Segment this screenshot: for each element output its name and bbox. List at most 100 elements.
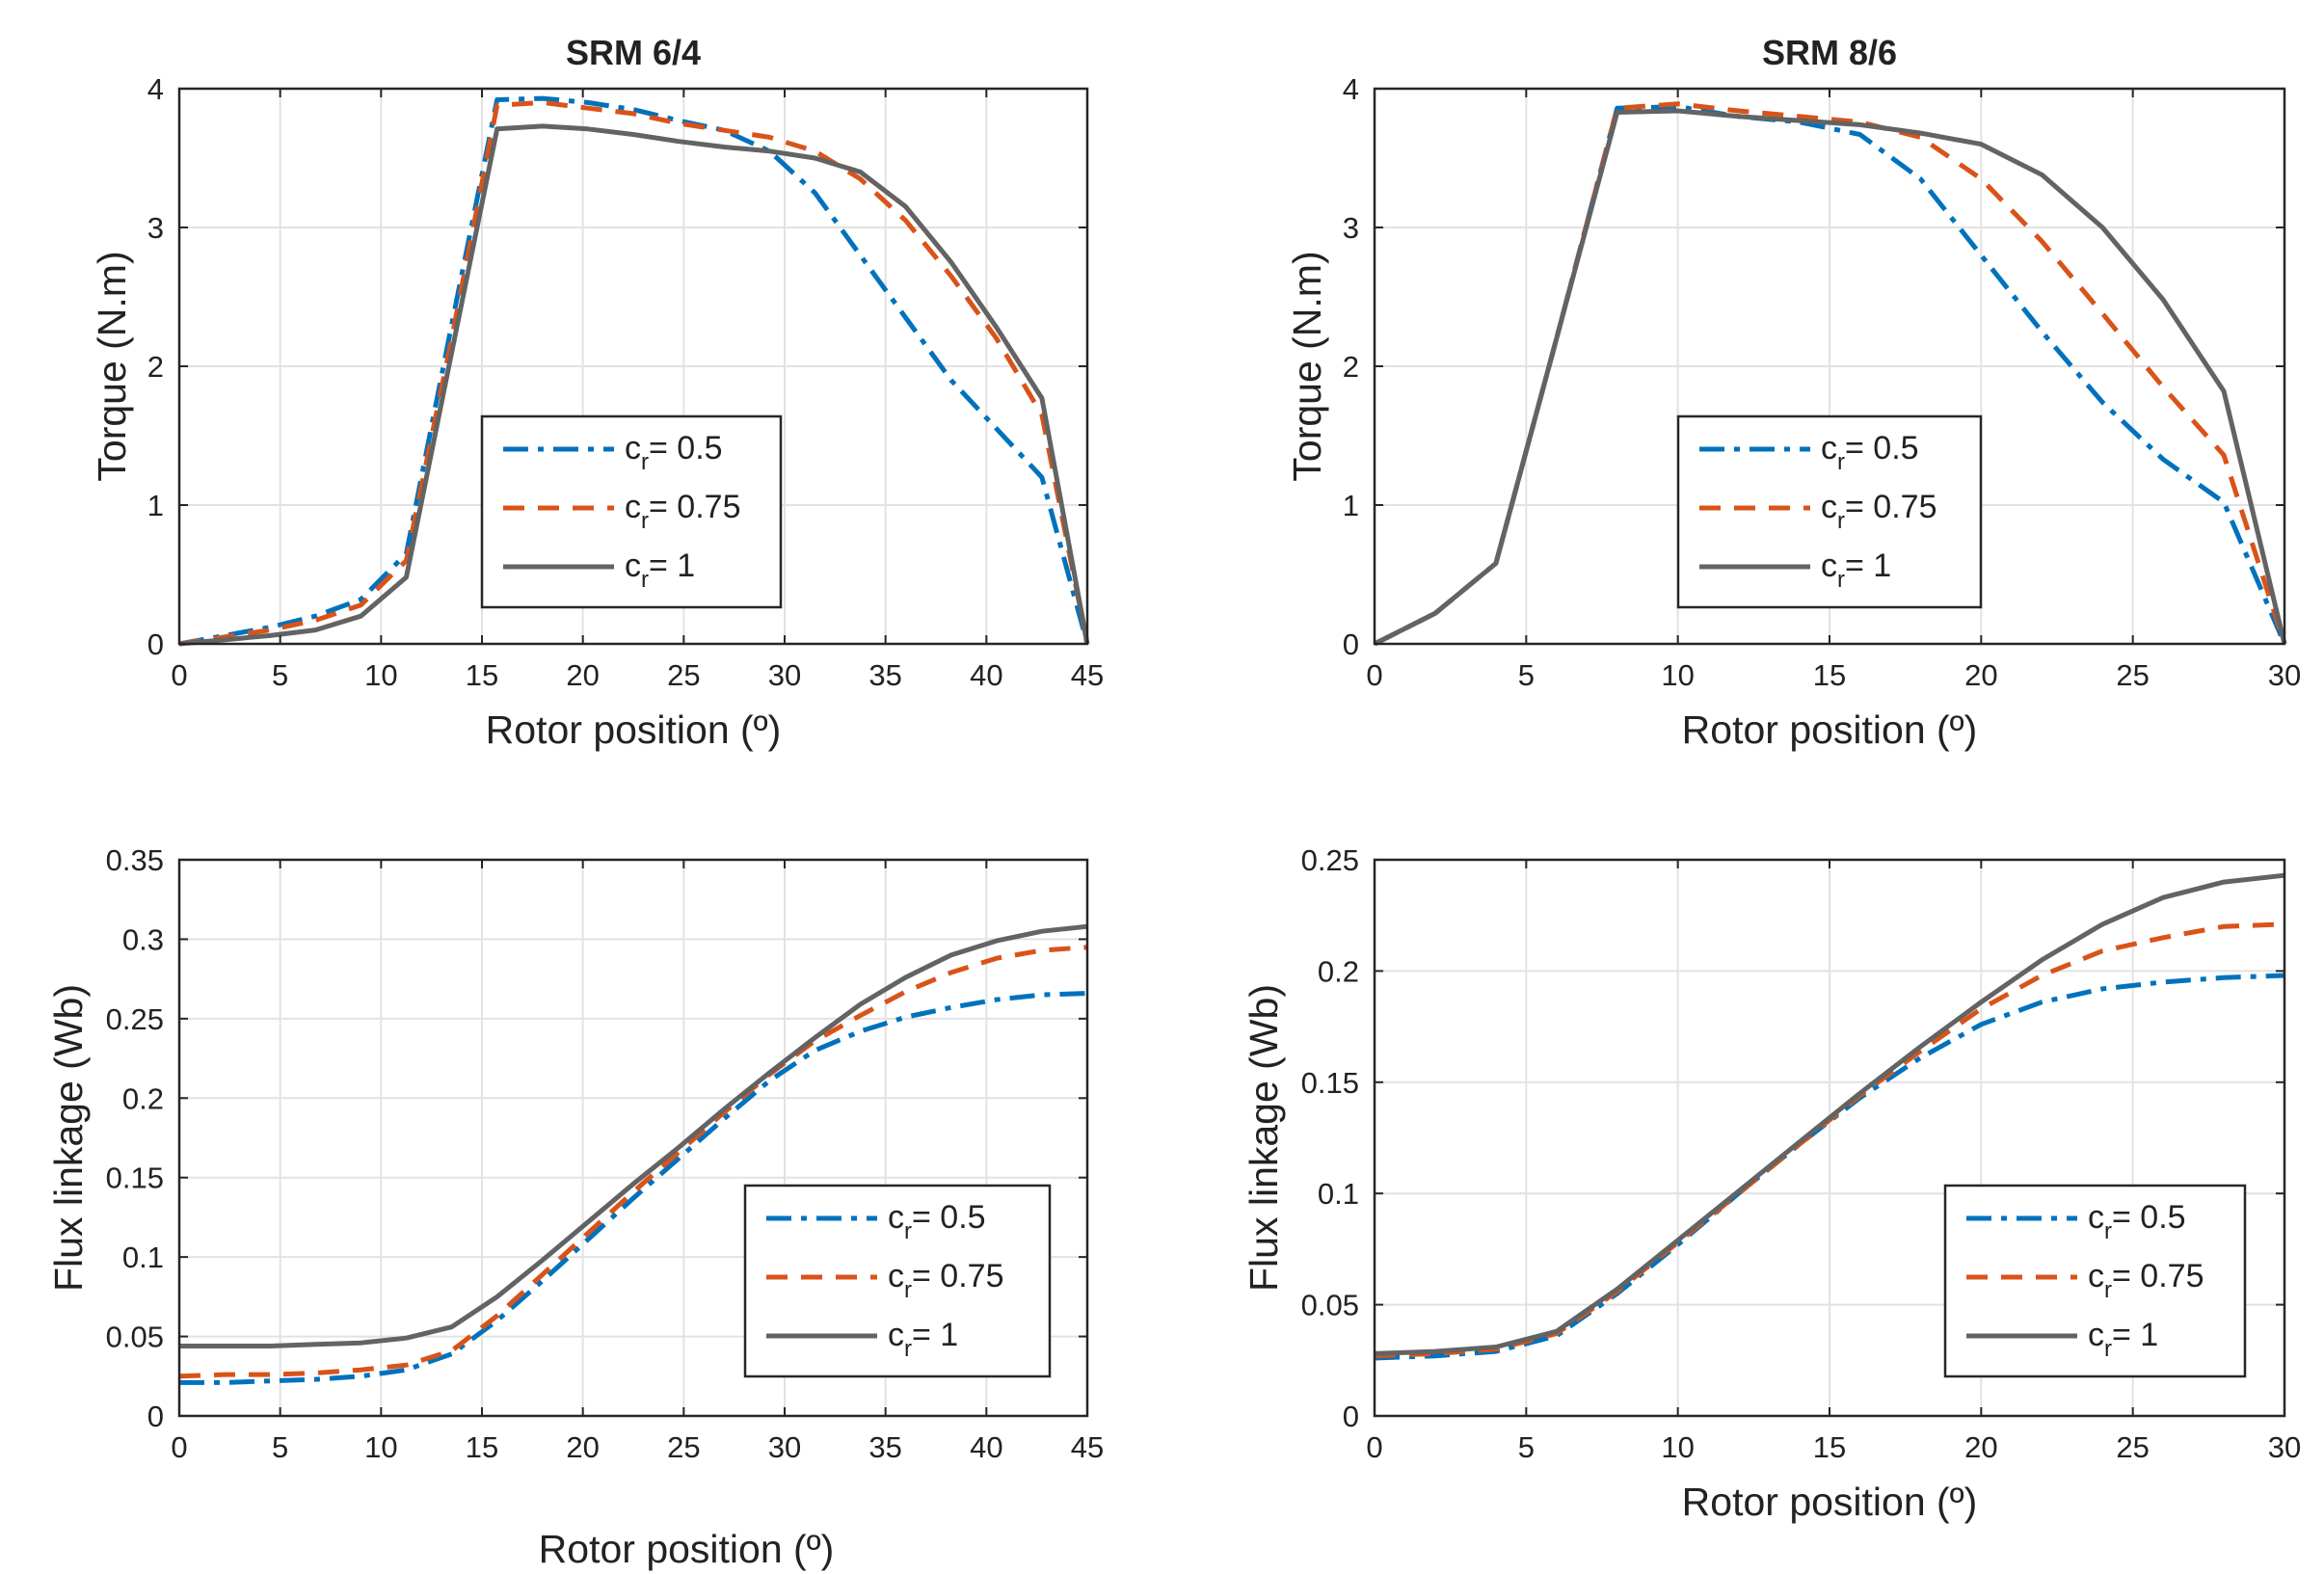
x-tick-label: 0 bbox=[1366, 658, 1382, 692]
y-tick-label: 3 bbox=[147, 211, 164, 245]
flux-chart-srm-8-6: 0 5 10 15 20 25 30 0 0.05 0.1 0.15 0.2 0.25 Rotor pos… bbox=[1242, 843, 2301, 1524]
y-tick-label: 2 bbox=[1343, 350, 1359, 384]
series-line-cr1 bbox=[178, 123, 1090, 647]
legend: cr= 0.5 cr= 0.75 cr= 1 bbox=[743, 1184, 1052, 1378]
x-tick-label: 0 bbox=[1366, 1430, 1382, 1464]
x-tick-label: 10 bbox=[364, 658, 397, 692]
x-tick-label: 30 bbox=[2268, 1430, 2301, 1464]
y-tick-label: 0.2 bbox=[1318, 954, 1359, 988]
x-tick-label: 45 bbox=[1071, 1430, 1104, 1464]
chart-title: SRM 6/4 bbox=[566, 33, 701, 72]
x-tick-label: 10 bbox=[364, 1430, 397, 1464]
axes-frame bbox=[177, 858, 1089, 1418]
x-axis-label: Rotor position (º) bbox=[486, 707, 782, 752]
x-tick-label: 10 bbox=[1661, 658, 1694, 692]
series-line-cr1 bbox=[1373, 108, 2287, 647]
y-tick-label: 0.2 bbox=[122, 1081, 164, 1115]
legend-label: cr= 0.5 bbox=[1821, 430, 1919, 475]
x-axis-label: Rotor position (º) bbox=[1682, 707, 1978, 752]
y-tick-label: 0.35 bbox=[106, 843, 164, 877]
x-tick-label: 25 bbox=[667, 1430, 700, 1464]
x-tick-label: 5 bbox=[1518, 658, 1535, 692]
x-tick-label: 0 bbox=[171, 1430, 187, 1464]
y-tick-label: 0.1 bbox=[1318, 1177, 1359, 1211]
series-line-cr0p75 bbox=[178, 945, 1088, 1379]
x-tick-label: 15 bbox=[1813, 1430, 1846, 1464]
x-tick-label: 5 bbox=[272, 1430, 288, 1464]
x-tick-label: 40 bbox=[970, 658, 1002, 692]
legend-label: cr= 0.75 bbox=[625, 489, 740, 534]
series-line-cr1 bbox=[1374, 872, 2285, 1356]
y-tick-label: 0.15 bbox=[106, 1161, 164, 1195]
series-line-cr0p75 bbox=[178, 99, 1090, 647]
y-tick-label: 0 bbox=[147, 627, 164, 661]
flux-chart-srm-6-4: 0 5 10 15 20 25 30 35 40 45 0 0.05 0.1 0.15 0.2 0.25 0.3… bbox=[46, 843, 1104, 1464]
y-tick-label: 0.25 bbox=[1301, 843, 1359, 877]
y-tick-label: 0 bbox=[1343, 627, 1359, 661]
x-tick-label: 30 bbox=[2268, 658, 2301, 692]
series-line-cr0p5 bbox=[178, 95, 1090, 647]
x-tick-label: 20 bbox=[1964, 658, 1997, 692]
legend: cr= 0.5 cr= 0.75 cr= 1 bbox=[1676, 414, 1983, 609]
x-tick-label: 10 bbox=[1661, 1430, 1694, 1464]
x-tick-label: 25 bbox=[2116, 658, 2149, 692]
y-tick-label: 0.1 bbox=[122, 1241, 164, 1274]
legend-label: cr= 0.5 bbox=[888, 1199, 986, 1244]
y-tick-label: 0.05 bbox=[1301, 1289, 1359, 1322]
y-tick-label: 0 bbox=[147, 1400, 164, 1433]
chart-title: SRM 8/6 bbox=[1762, 33, 1897, 72]
legend-label: cr= 1 bbox=[888, 1317, 958, 1362]
x-axis-label: Rotor position (º) bbox=[1682, 1480, 1978, 1524]
legend-box bbox=[1676, 414, 1983, 609]
x-tick-label: 5 bbox=[1518, 1430, 1535, 1464]
legend: cr= 0.5 cr= 0.75 cr= 1 bbox=[480, 414, 783, 609]
x-tick-label: 15 bbox=[466, 658, 498, 692]
x-tick-label: 15 bbox=[1813, 658, 1846, 692]
legend-label: cr= 0.5 bbox=[2088, 1199, 2186, 1244]
x-tick-label: 40 bbox=[970, 1430, 1002, 1464]
x-tick-label: 25 bbox=[2116, 1430, 2149, 1464]
legend-box bbox=[743, 1184, 1052, 1378]
y-tick-label: 0.3 bbox=[122, 922, 164, 956]
x-tick-label: 35 bbox=[868, 658, 901, 692]
legend-label: cr= 0.75 bbox=[1821, 489, 1937, 534]
y-tick-label: 2 bbox=[147, 350, 164, 384]
x-tick-label: 20 bbox=[1964, 1430, 1997, 1464]
legend-label: cr= 0.5 bbox=[625, 430, 723, 475]
x-tick-label: 45 bbox=[1071, 658, 1104, 692]
legend-label: cr= 1 bbox=[1821, 547, 1891, 593]
legend-box bbox=[480, 414, 783, 609]
series-line-cr0p5 bbox=[179, 991, 1088, 1385]
x-tick-label: 30 bbox=[768, 1430, 801, 1464]
legend-label: cr= 1 bbox=[2088, 1317, 2158, 1362]
y-axis-label: Torque (N.m) bbox=[1285, 251, 1329, 481]
y-tick-label: 0.05 bbox=[106, 1321, 164, 1354]
legend-label: cr= 1 bbox=[625, 547, 695, 593]
x-tick-label: 20 bbox=[566, 1430, 599, 1464]
legend: cr= 0.5 cr= 0.75 cr= 1 bbox=[1943, 1184, 2247, 1378]
legend-box bbox=[1943, 1184, 2247, 1378]
x-tick-label: 30 bbox=[768, 658, 801, 692]
y-axis-label: Torque (N.m) bbox=[90, 251, 134, 481]
y-tick-label: 4 bbox=[147, 72, 164, 106]
torque-chart-srm-8-6: 0 5 10 15 20 25 30 0 1 2 3 4 SRM 8/6 Rotor position (… bbox=[1285, 33, 2301, 752]
y-tick-label: 4 bbox=[1343, 72, 1359, 106]
x-tick-label: 5 bbox=[272, 658, 288, 692]
legend-label: cr= 0.75 bbox=[2088, 1258, 2204, 1303]
y-axis-label: Flux linkage (Wb) bbox=[1242, 984, 1286, 1292]
torque-chart-srm-6-4: 0 5 10 15 20 25 30 35 40 45 0 1 2 3 4 SRM 6/4 Rotor posi… bbox=[90, 33, 1104, 752]
legend-label: cr= 0.75 bbox=[888, 1258, 1003, 1303]
x-tick-label: 20 bbox=[566, 658, 599, 692]
x-tick-label: 15 bbox=[466, 1430, 498, 1464]
x-tick-label: 0 bbox=[171, 658, 187, 692]
y-tick-label: 3 bbox=[1343, 211, 1359, 245]
x-tick-label: 35 bbox=[868, 1430, 901, 1464]
y-tick-label: 0 bbox=[1343, 1400, 1359, 1433]
y-tick-label: 0.15 bbox=[1301, 1066, 1359, 1100]
figure-bottom-xlabel: Rotor position (º) bbox=[539, 1527, 835, 1571]
x-tick-label: 25 bbox=[667, 658, 700, 692]
y-axis-label: Flux linkage (Wb) bbox=[46, 984, 91, 1292]
y-tick-label: 1 bbox=[147, 489, 164, 522]
series-line-cr1 bbox=[179, 923, 1088, 1348]
